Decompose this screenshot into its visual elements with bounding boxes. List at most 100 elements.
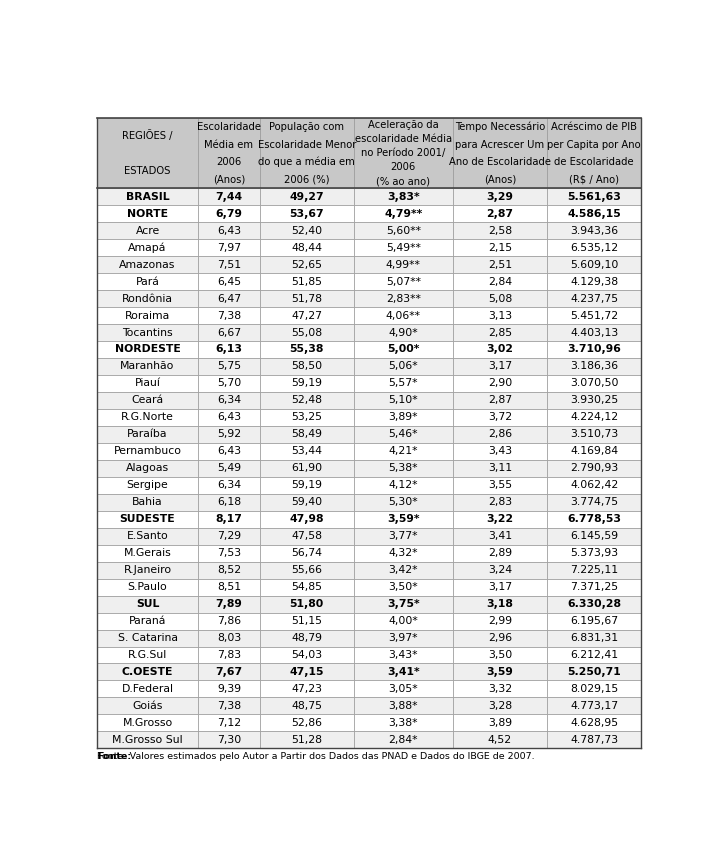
Text: S.Paulo: S.Paulo (127, 582, 168, 593)
Text: 3,17: 3,17 (488, 582, 512, 593)
Bar (260, 596, 354, 612)
Bar (260, 561, 354, 579)
Bar (199, 358, 260, 375)
Bar (260, 324, 354, 341)
Bar (547, 375, 642, 392)
Text: 51,28: 51,28 (291, 735, 323, 745)
Text: 2006 (%): 2006 (%) (284, 175, 330, 184)
Text: 3,28: 3,28 (488, 701, 512, 711)
Bar (96, 612, 199, 630)
Text: 3,83*: 3,83* (387, 192, 420, 202)
Bar (547, 561, 642, 579)
Text: 5,00*: 5,00* (387, 344, 420, 355)
Bar (547, 341, 642, 358)
Bar (260, 426, 354, 443)
Text: 2006: 2006 (217, 157, 242, 167)
Text: 3,17: 3,17 (488, 362, 512, 371)
Text: 2,86: 2,86 (488, 429, 512, 439)
Bar (453, 341, 547, 358)
Bar (547, 409, 642, 426)
Text: 4.062,42: 4.062,42 (570, 480, 618, 490)
Text: D.Federal: D.Federal (122, 684, 174, 694)
Text: 3,89: 3,89 (488, 718, 512, 728)
Text: 47,98: 47,98 (289, 514, 324, 524)
Bar (354, 119, 453, 189)
Text: 3,75*: 3,75* (387, 599, 420, 609)
Text: 4,52: 4,52 (488, 735, 512, 745)
Text: R.G.Norte: R.G.Norte (121, 413, 174, 422)
Bar (96, 630, 199, 646)
Bar (354, 443, 453, 460)
Bar (453, 375, 547, 392)
Text: 5,70: 5,70 (217, 378, 241, 388)
Bar (96, 189, 199, 205)
Text: 3,50: 3,50 (487, 650, 512, 660)
Text: 4.773,17: 4.773,17 (570, 701, 618, 711)
Text: 4.787,73: 4.787,73 (570, 735, 618, 745)
Text: 7,89: 7,89 (215, 599, 243, 609)
Bar (354, 494, 453, 510)
Text: Tocantins: Tocantins (122, 328, 173, 337)
Bar (547, 443, 642, 460)
Bar (199, 681, 260, 697)
Text: M.Grosso Sul: M.Grosso Sul (112, 735, 183, 745)
Bar (199, 612, 260, 630)
Text: 3,50*: 3,50* (389, 582, 418, 593)
Bar (547, 732, 642, 748)
Text: 6,43: 6,43 (217, 446, 241, 457)
Text: Média em: Média em (204, 139, 253, 150)
Text: Paraíba: Paraíba (127, 429, 168, 439)
Text: 48,79: 48,79 (291, 633, 323, 643)
Bar (354, 646, 453, 663)
Bar (199, 510, 260, 528)
Text: 5,07**: 5,07** (386, 277, 420, 286)
Text: Amazonas: Amazonas (120, 260, 176, 270)
Text: Roraima: Roraima (125, 311, 170, 321)
Text: Tempo Necessário: Tempo Necessário (455, 122, 545, 132)
Text: 7,67: 7,67 (215, 667, 243, 677)
Bar (354, 307, 453, 324)
Bar (96, 392, 199, 409)
Bar (547, 697, 642, 714)
Bar (96, 375, 199, 392)
Bar (96, 663, 199, 681)
Bar (453, 189, 547, 205)
Bar (354, 561, 453, 579)
Text: 51,15: 51,15 (291, 616, 323, 626)
Text: 4.129,38: 4.129,38 (570, 277, 618, 286)
Bar (260, 630, 354, 646)
Text: 55,08: 55,08 (291, 328, 323, 337)
Bar (453, 307, 547, 324)
Bar (354, 324, 453, 341)
Bar (96, 273, 199, 290)
Bar (199, 222, 260, 239)
Text: 2,58: 2,58 (488, 226, 512, 235)
Text: para Acrescer Um: para Acrescer Um (455, 139, 544, 150)
Bar (354, 290, 453, 307)
Text: 49,27: 49,27 (289, 192, 324, 202)
Text: 4,12*: 4,12* (389, 480, 418, 490)
Text: Ceará: Ceará (132, 395, 163, 406)
Bar (547, 545, 642, 561)
Bar (547, 290, 642, 307)
Bar (453, 510, 547, 528)
Text: 3,77*: 3,77* (389, 531, 418, 541)
Bar (354, 426, 453, 443)
Text: 6.535,12: 6.535,12 (570, 243, 618, 253)
Bar (96, 732, 199, 748)
Text: 3,05*: 3,05* (389, 684, 418, 694)
Text: População com: População com (269, 122, 344, 132)
Text: 6,79: 6,79 (215, 208, 243, 219)
Text: 3,18: 3,18 (487, 599, 513, 609)
Bar (453, 460, 547, 477)
Bar (354, 612, 453, 630)
Bar (96, 646, 199, 663)
Bar (260, 375, 354, 392)
Text: C.OESTE: C.OESTE (122, 667, 174, 677)
Text: 8,03: 8,03 (217, 633, 241, 643)
Bar (453, 358, 547, 375)
Text: 6,34: 6,34 (217, 480, 241, 490)
Text: 3,55: 3,55 (488, 480, 512, 490)
Text: 3,59*: 3,59* (387, 514, 420, 524)
Bar (260, 681, 354, 697)
